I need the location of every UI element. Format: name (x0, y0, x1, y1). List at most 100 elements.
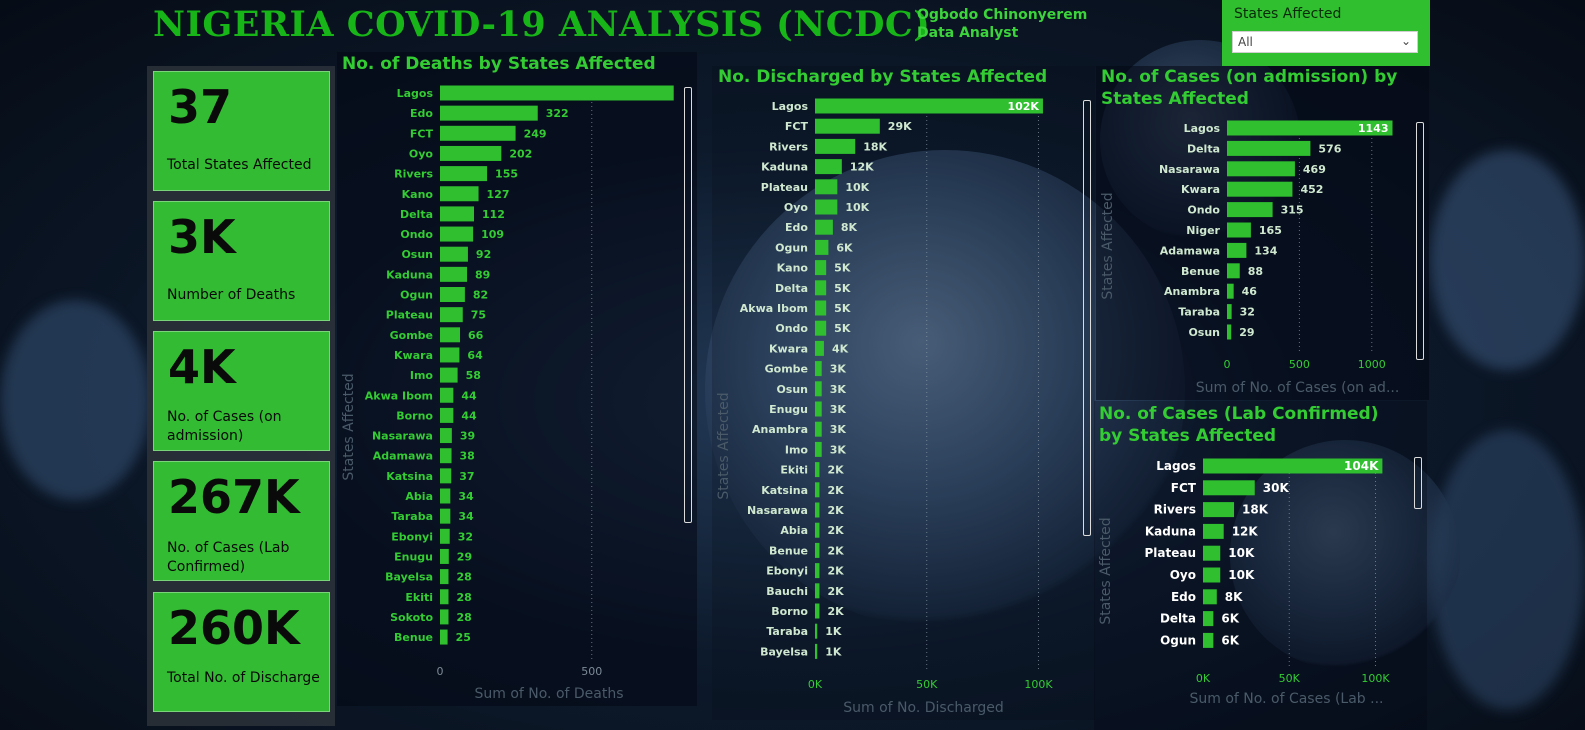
data-label: 12K (1232, 524, 1259, 538)
kpi-label: Total No. of Discharge (167, 670, 320, 686)
kpi-card-admission: 4K No. of Cases (on admission) (153, 331, 330, 451)
bar (1227, 202, 1273, 218)
category-label: Kwara (1181, 183, 1220, 196)
data-label: 34 (458, 490, 474, 503)
deaths-scrollbar[interactable] (684, 87, 692, 523)
kpi-label: No. of Cases (Lab Confirmed) (167, 540, 290, 575)
data-label: 32 (1240, 306, 1255, 319)
bar (815, 300, 827, 316)
data-label: 34 (458, 510, 474, 523)
discharged-scrollbar[interactable] (1083, 100, 1091, 536)
chevron-down-icon: ⌄ (1400, 34, 1411, 48)
data-label: 3K (830, 443, 847, 456)
author-role: Data Analyst (917, 25, 1019, 41)
category-label: Ebonyi (766, 565, 808, 578)
admission-scrollbar[interactable] (1416, 122, 1424, 360)
data-label: 10K (845, 181, 869, 194)
data-label: 2K (827, 565, 844, 578)
lab-scrollbar[interactable] (1414, 457, 1422, 509)
category-label: Ogun (775, 241, 808, 254)
data-label: 10K (845, 201, 869, 214)
data-label: 8K (1225, 590, 1243, 604)
lab-chart: 0K 50K 100K Sum of No. of Cases (Lab ... Sta… (1098, 458, 1390, 707)
bar (1227, 120, 1393, 136)
bar (1203, 611, 1214, 627)
discharged-chart: 0K 50K 100K Sum of No. Discharged States Aff… (716, 98, 1053, 716)
bar (815, 542, 820, 558)
kpi-card-discharge: 260K Total No. of Discharge (153, 592, 330, 712)
data-label: 1K (825, 625, 842, 638)
x-tick-label: 500 (581, 665, 602, 678)
kpi-label: Total States Affected (167, 157, 312, 173)
category-label: Borno (771, 605, 808, 618)
kpi-value: 3K (168, 210, 236, 264)
category-label: Ondo (400, 228, 433, 241)
data-label: 3K (830, 423, 847, 436)
bar (440, 85, 674, 101)
bar (1227, 140, 1311, 156)
x-tick-label: 500 (1289, 358, 1310, 371)
bar (440, 145, 502, 161)
category-label: Ogun (400, 289, 433, 302)
dropdown-value: All (1238, 35, 1253, 49)
bar (440, 528, 450, 544)
admission-chart-title: No. of Cases (on admission) by States Af… (1101, 67, 1398, 109)
bar (815, 441, 822, 457)
states-slicer: States Affected All ⌄ (1222, 0, 1430, 66)
deaths-chart-title: No. of Deaths by States Affected (342, 54, 656, 74)
bar (815, 482, 820, 498)
data-label: 30K (1263, 481, 1290, 495)
data-label: 6K (836, 241, 853, 254)
bar (1203, 632, 1214, 648)
category-label: Niger (1186, 224, 1220, 237)
bar (1227, 324, 1232, 340)
category-label: Katsina (386, 470, 433, 483)
category-label: Delta (400, 208, 433, 221)
data-label: 2K (827, 484, 844, 497)
category-label: Kano (777, 262, 809, 275)
bar (1227, 242, 1247, 258)
kpi-value: 267K (168, 470, 300, 524)
category-label: Sokoto (390, 611, 433, 624)
category-label: Kwara (394, 349, 433, 362)
bar (815, 381, 822, 397)
data-label: 32 (458, 530, 473, 543)
data-label: 25 (456, 631, 471, 644)
bar (815, 260, 827, 276)
category-label: Enugu (394, 550, 433, 563)
bar (815, 219, 833, 235)
kpi-card-states: 37 Total States Affected (153, 71, 330, 191)
data-label: 64 (467, 349, 483, 362)
bar (815, 603, 820, 619)
category-label: Oyo (1170, 568, 1196, 582)
bar (440, 166, 488, 182)
data-label: 46 (1242, 285, 1258, 298)
x-tick-label: 0 (437, 665, 444, 678)
bar (815, 179, 838, 195)
data-label: 127 (487, 188, 510, 201)
data-label: 10K (1228, 546, 1255, 560)
bar (440, 367, 458, 383)
data-label: 39 (460, 430, 475, 443)
data-label: 3K (830, 403, 847, 416)
category-label: Katsina (761, 484, 808, 497)
category-label: Osun (1188, 326, 1220, 339)
bar (440, 629, 448, 645)
bar (440, 246, 468, 262)
data-label: 29 (457, 550, 472, 563)
data-label: 134 (1254, 244, 1277, 257)
category-label: Kano (402, 188, 434, 201)
category-label: Bayelsa (760, 645, 808, 658)
bar (815, 462, 820, 478)
category-label: Lagos (1184, 122, 1221, 135)
states-dropdown[interactable]: All ⌄ (1232, 31, 1418, 53)
category-label: Borno (396, 409, 433, 422)
bar (440, 307, 463, 323)
bar (815, 623, 818, 639)
bar (815, 159, 842, 175)
bar (440, 186, 479, 202)
category-label: Nasarawa (747, 504, 808, 517)
data-label: 2K (827, 504, 844, 517)
bar (440, 468, 452, 484)
category-label: Akwa Ibom (365, 389, 433, 402)
